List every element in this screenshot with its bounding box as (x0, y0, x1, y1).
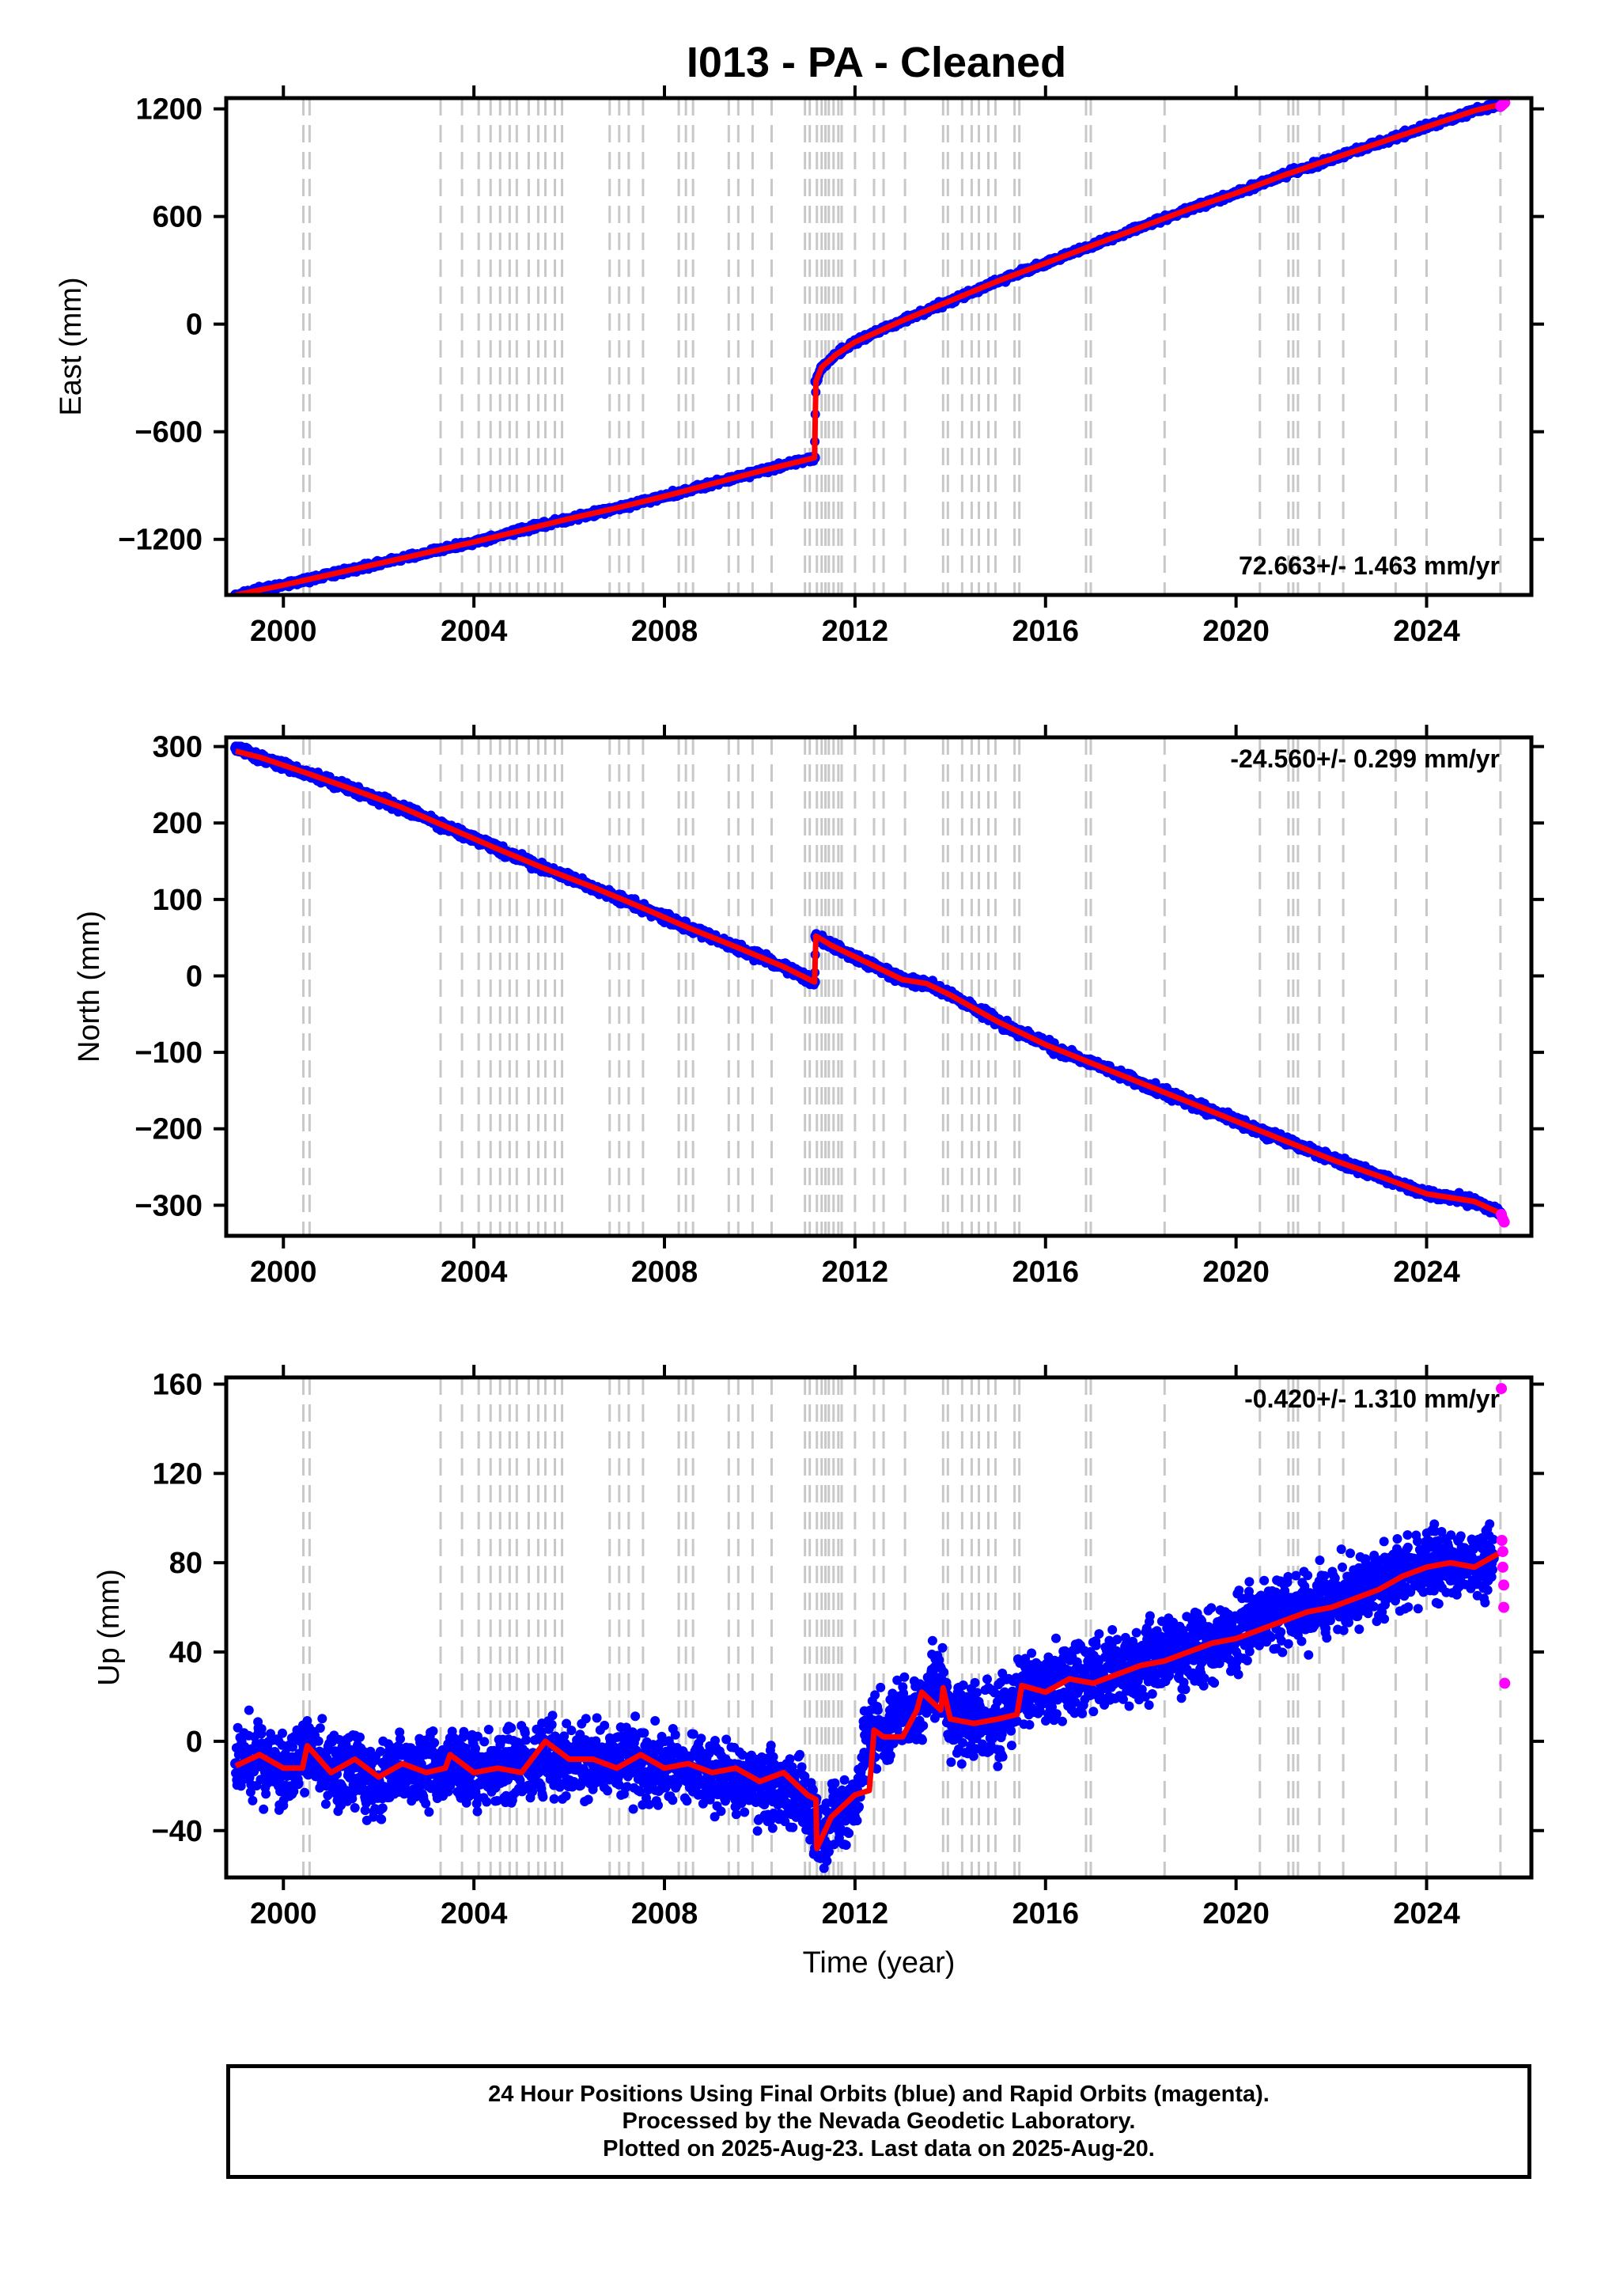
x-tick-label: 2020 (1202, 615, 1270, 648)
rapid-orbit-point (1499, 98, 1511, 108)
model-fit-line (235, 100, 1506, 595)
y-tick-label: −600 (134, 416, 202, 449)
east-panel: 2000 2004 2008 2012 2016 2020 2024 −1200 −600 0 60… (55, 85, 1544, 648)
x-tick-label: 2000 (250, 615, 317, 648)
final-orbit-points (230, 98, 1506, 595)
velocity-label: 72.663+/- 1.463 mm/yr (1239, 551, 1500, 580)
x-tick-label: 2024 (1393, 615, 1460, 648)
plot-frame (224, 96, 1534, 597)
x-tick-label: 2016 (1012, 615, 1079, 648)
x-tick-label: 2012 (822, 615, 889, 648)
figure-title: I013 - PA - Cleaned (687, 39, 1066, 86)
y-tick-label: 0 (186, 309, 202, 342)
y-tick-label: −1200 (118, 524, 202, 557)
x-tick-label: 2004 (441, 615, 508, 648)
rapid-orbit-points (1495, 98, 1511, 112)
x-tick-label: 2008 (631, 615, 698, 648)
y-axis-label: East (mm) (55, 277, 88, 415)
equipment-change-lines (302, 98, 1502, 595)
equipment-change-lines (302, 737, 1502, 1236)
y-tick-label: 1200 (135, 93, 202, 127)
north-panel: 2000 2004 2008 2012 2016 2020 2024−300−200−100… (73, 725, 1544, 1289)
y-tick-label: 600 (153, 201, 202, 234)
